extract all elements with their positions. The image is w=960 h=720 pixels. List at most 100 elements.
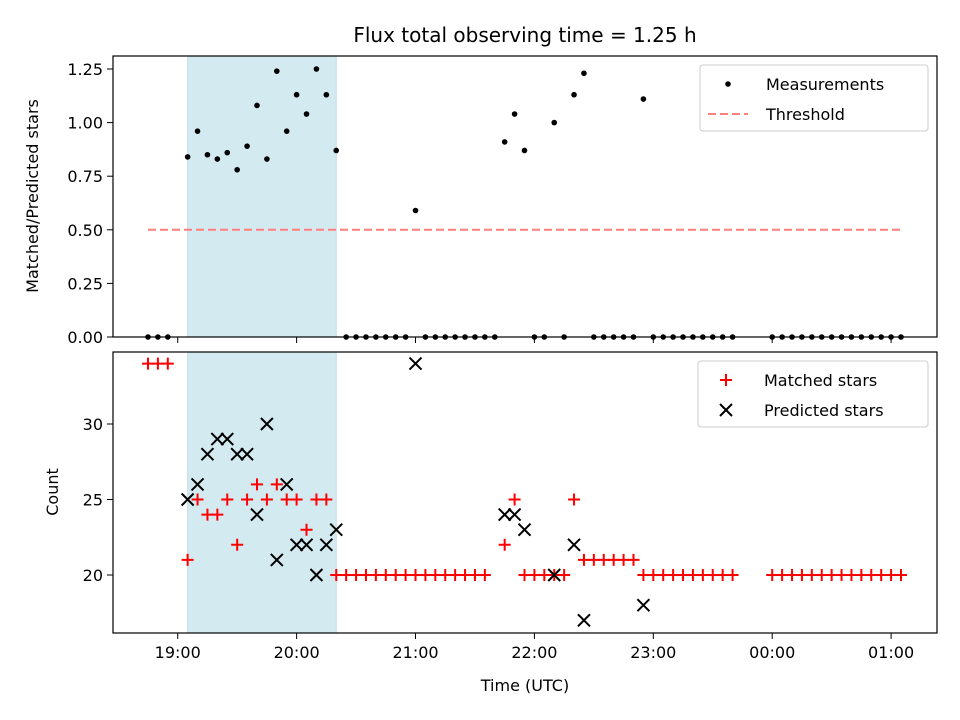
measurement-point	[571, 91, 577, 98]
legend-box	[697, 360, 929, 428]
matched-star-point	[211, 508, 224, 521]
matched-star-point	[726, 569, 739, 581]
predicted-star-point	[200, 447, 215, 461]
predicted-star-point	[260, 417, 274, 431]
measurement-point	[234, 166, 240, 173]
matched-star-point	[290, 493, 303, 506]
predicted-star-point	[497, 507, 512, 522]
measurement-point	[184, 154, 191, 160]
legend-marker	[720, 374, 732, 386]
legend-label: Predicted stars	[764, 401, 884, 420]
matched-star-point	[627, 553, 640, 566]
x-axis-label: Time (UTC)	[480, 676, 569, 695]
measurement-point	[521, 147, 528, 154]
measurement-point	[224, 149, 231, 156]
predicted-star-point	[636, 598, 651, 612]
axes-frame	[112, 351, 938, 634]
matched-star-point	[300, 523, 313, 536]
matched-star-point	[191, 493, 204, 506]
legend: Measurements Threshold	[699, 64, 929, 132]
y-tick-label: 1.00	[67, 114, 103, 133]
matched-star-point	[508, 493, 521, 506]
predicted-star-point	[329, 522, 343, 537]
x-tick-label: 01:00	[868, 643, 914, 662]
measurement-point	[204, 151, 211, 158]
measurement-point	[640, 96, 647, 102]
chart-title: Flux total observing time = 1.25 h	[353, 23, 696, 47]
measurement-point	[511, 111, 518, 117]
top-y-axis-label: Matched/Predicted stars	[23, 99, 42, 293]
matched-star-point	[181, 553, 194, 566]
predicted-star-point	[210, 432, 225, 446]
x-tick-label: 20:00	[274, 643, 320, 662]
measurement-point	[323, 91, 330, 98]
legend-marker	[725, 81, 731, 87]
bottom-panel: 20 25 30 19:00 20:00 21:00 22:00 23:00 00:00 01:0…	[83, 351, 938, 662]
measurement-point	[581, 70, 587, 77]
measurement-point	[274, 68, 280, 74]
matched-star-point	[250, 478, 263, 491]
x-tick-label: 19:00	[155, 643, 201, 662]
predicted-star-point	[319, 538, 334, 552]
predicted-star-point	[299, 538, 314, 552]
top-panel: 0.00 0.25 0.50 0.75 1.00 1.25 Measurements Thre…	[67, 55, 938, 347]
matched-star-point	[231, 538, 244, 551]
predicted-star-point	[408, 356, 423, 371]
x-tick-label: 21:00	[392, 643, 438, 662]
predicted-star-point	[250, 507, 264, 522]
measurement-point	[412, 207, 419, 214]
predicted-star-point	[280, 477, 294, 492]
matched-star-point	[241, 493, 254, 506]
legend-label: Matched stars	[764, 371, 877, 390]
matched-star-point	[260, 493, 273, 506]
predicted-star-point	[270, 553, 284, 567]
predicted-star-point	[240, 447, 254, 461]
legend-box	[699, 64, 929, 132]
predicted-star-point	[309, 568, 324, 582]
measurement-point	[551, 119, 558, 126]
predicted-star-point	[190, 477, 205, 492]
measurement-point	[501, 139, 508, 145]
predicted-star-point	[577, 613, 591, 628]
y-tick-label: 0.50	[67, 221, 103, 240]
predicted-star-point	[507, 507, 522, 522]
axes-frame	[112, 55, 938, 338]
y-tick-label: 30	[83, 415, 103, 434]
measurement-point	[333, 147, 340, 154]
y-tick-label: 1.25	[67, 60, 103, 79]
measurement-point	[313, 66, 320, 72]
y-tick-label: 0.25	[67, 274, 103, 293]
x-tick-label: 00:00	[749, 643, 795, 662]
predicted-star-point	[547, 568, 561, 582]
matched-star-point	[221, 493, 234, 506]
legend-label: Measurements	[766, 75, 884, 94]
predicted-star-point	[220, 432, 234, 446]
measurement-point	[194, 128, 201, 134]
y-tick-label: 0.75	[67, 167, 103, 186]
highlight-span	[187, 56, 337, 337]
predicted-star-point	[180, 492, 195, 507]
measurement-point	[293, 91, 300, 98]
predicted-star-point	[289, 538, 304, 552]
bottom-y-axis-label: Count	[43, 468, 62, 516]
y-tick-label: 20	[83, 566, 103, 585]
matched-star-point	[895, 569, 907, 581]
matched-star-point	[478, 569, 491, 581]
x-tick-label: 23:00	[630, 643, 676, 662]
legend-marker	[719, 403, 733, 417]
matched-star-point	[270, 478, 283, 491]
legend-label: Threshold	[765, 105, 845, 124]
measurement-point	[283, 128, 290, 134]
matched-star-point	[558, 569, 571, 581]
measurement-point	[214, 156, 221, 162]
highlight-span	[187, 352, 337, 633]
measurement-point	[303, 111, 310, 117]
measurement-point	[254, 102, 260, 109]
measurement-point	[264, 156, 270, 162]
matched-star-point	[568, 493, 581, 506]
y-tick-label: 25	[83, 491, 103, 510]
legend: Matched stars Predicted stars	[697, 360, 929, 428]
y-tick-label: 0.00	[67, 328, 103, 347]
predicted-star-point	[567, 538, 581, 552]
